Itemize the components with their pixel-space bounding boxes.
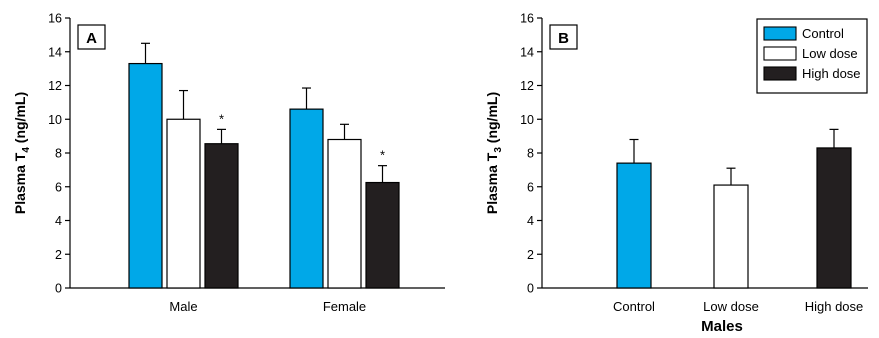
y-tick-label: 14	[48, 45, 62, 59]
y-tick-label: 6	[527, 180, 534, 194]
bar-low-dose	[166, 118, 201, 289]
y-axis-label-unit: (ng/mL)	[484, 92, 500, 147]
panel-label-box: A	[77, 24, 106, 50]
bar-low-dose	[327, 138, 362, 289]
y-axis-label-main: Plasma T	[12, 152, 28, 214]
y-tick-label: 0	[527, 282, 534, 296]
legend-swatch	[763, 46, 797, 61]
y-axis-label-unit: (ng/mL)	[12, 92, 28, 147]
y-axis-label-subscript: 4	[21, 147, 32, 153]
y-tick-label: 0	[55, 282, 62, 296]
y-axis-label: Plasma T4 (ng/mL)	[12, 92, 32, 214]
panel-label: A	[86, 30, 97, 47]
y-tick-label: 10	[520, 113, 534, 127]
y-tick-label: 2	[527, 248, 534, 262]
y-axis-label-main: Plasma T	[484, 152, 500, 214]
y-tick-label: 2	[55, 248, 62, 262]
significance-marker: *	[380, 148, 385, 163]
y-tick-label: 16	[48, 12, 62, 26]
y-tick-label: 14	[520, 45, 534, 59]
bars	[616, 128, 852, 289]
legend-label: Low dose	[802, 46, 858, 61]
y-ticks: 0 2 4 6 8 10 12 14 16	[520, 12, 542, 296]
panel-label-box: B	[549, 24, 578, 50]
significance-marker: *	[219, 111, 224, 126]
bar-low-dose	[713, 184, 749, 289]
x-axis-title: Males	[701, 318, 743, 335]
y-tick-label: 8	[527, 147, 534, 161]
bar-control	[128, 62, 163, 289]
y-axis-label: Plasma T3 (ng/mL)	[484, 92, 504, 214]
x-category-labels: Male Female	[169, 299, 366, 314]
legend-swatch	[763, 26, 797, 41]
chart-panel-b: 0 2 4 6 8 10 12 14 16 Control Low dose High dose B…	[484, 12, 868, 335]
y-tick-label: 10	[48, 113, 62, 127]
bar-control	[289, 108, 324, 289]
y-axis-label-subscript: 3	[493, 147, 504, 153]
bar-high-dose	[816, 147, 852, 289]
bars: **	[128, 42, 400, 289]
y-tick-label: 12	[48, 79, 62, 93]
x-category-label: Low dose	[703, 299, 759, 314]
y-tick-label: 8	[55, 147, 62, 161]
legend: Control Low dose High dose	[756, 18, 868, 94]
x-category-label: High dose	[805, 299, 864, 314]
panel-label-frame	[77, 24, 106, 50]
legend-label: Control	[802, 26, 844, 41]
y-ticks: 0 2 4 6 8 10 12 14 16	[48, 12, 70, 296]
x-category-label: Control	[613, 299, 655, 314]
panel-label-frame	[549, 24, 578, 50]
y-tick-label: 16	[520, 12, 534, 26]
y-tick-label: 4	[527, 214, 534, 228]
y-tick-label: 12	[520, 79, 534, 93]
bar-high-dose	[204, 143, 239, 289]
y-tick-label: 4	[55, 214, 62, 228]
x-category-labels: Control Low dose High dose	[613, 299, 863, 314]
x-category-label: Male	[169, 299, 197, 314]
y-tick-label: 6	[55, 180, 62, 194]
x-category-label: Female	[323, 299, 366, 314]
bar-high-dose	[365, 181, 400, 289]
legend-swatch	[763, 66, 797, 81]
panel-label: B	[558, 30, 569, 47]
legend-label: High dose	[802, 66, 861, 81]
bar-control	[616, 162, 652, 289]
